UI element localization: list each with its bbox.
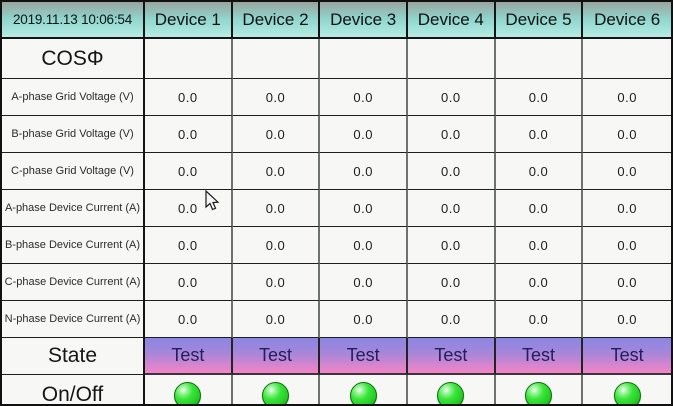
row-label: A-phase Grid Voltage (V) (2, 79, 145, 116)
cos-value-cell (232, 39, 321, 79)
value-cell: 0.0 (232, 227, 321, 264)
state-cell-device-1[interactable]: Test (145, 338, 233, 375)
timestamp: 2019.11.13 10:06:54 (2, 2, 145, 39)
green-circle-icon[interactable] (174, 381, 202, 404)
cos-value-cell (407, 39, 496, 79)
cos-value-cell (495, 39, 584, 79)
table-row: C-phase Device Current (A) 0.0 0.0 0.0 0… (2, 264, 671, 301)
cos-value-cell (583, 39, 671, 79)
value-cell: 0.0 (407, 301, 496, 338)
onoff-label: On/Off (2, 375, 145, 404)
table-row: N-phase Device Current (A) 0.0 0.0 0.0 0… (2, 301, 671, 338)
onoff-cell-device-1 (145, 375, 233, 404)
state-label: State (2, 338, 145, 375)
value-cell: 0.0 (232, 301, 321, 338)
green-circle-icon[interactable] (349, 381, 377, 404)
state-cell-device-6[interactable]: Test (583, 338, 671, 375)
value-cell: 0.0 (145, 153, 233, 190)
table-row: B-phase Grid Voltage (V) 0.0 0.0 0.0 0.0… (2, 116, 671, 153)
cos-value-cell (145, 39, 233, 79)
table-row: A-phase Grid Voltage (V) 0.0 0.0 0.0 0.0… (2, 79, 671, 116)
value-cell: 0.0 (145, 264, 233, 301)
onoff-cell-device-5 (495, 375, 584, 404)
device-header-3: Device 3 (320, 2, 408, 39)
row-label: A-phase Device Current (A) (2, 190, 145, 227)
value-cell: 0.0 (583, 153, 671, 190)
state-row: State Test Test Test Test Test Test (2, 338, 671, 375)
value-cell: 0.0 (495, 190, 584, 227)
state-cell-device-5[interactable]: Test (495, 338, 584, 375)
value-cell: 0.0 (320, 264, 408, 301)
green-circle-icon[interactable] (613, 381, 641, 404)
value-cell: 0.0 (407, 227, 496, 264)
device-header-6: Device 6 (583, 2, 671, 39)
value-cell: 0.0 (407, 116, 496, 153)
row-label: B-phase Device Current (A) (2, 227, 145, 264)
row-label: C-phase Grid Voltage (V) (2, 153, 145, 190)
onoff-cell-device-4 (407, 375, 496, 404)
value-cell: 0.0 (495, 153, 584, 190)
onoff-row: On/Off (2, 375, 671, 404)
value-cell: 0.0 (145, 301, 233, 338)
value-cell: 0.0 (583, 190, 671, 227)
value-cell: 0.0 (145, 79, 233, 116)
header-row: 2019.11.13 10:06:54 Device 1 Device 2 De… (2, 2, 671, 39)
value-cell: 0.0 (495, 227, 584, 264)
value-cell: 0.0 (495, 116, 584, 153)
cos-value-cell (320, 39, 408, 79)
value-cell: 0.0 (232, 264, 321, 301)
green-circle-icon[interactable] (261, 381, 289, 404)
device-header-5: Device 5 (495, 2, 584, 39)
value-cell: 0.0 (232, 153, 321, 190)
value-cell: 0.0 (320, 79, 408, 116)
green-circle-icon[interactable] (524, 381, 552, 404)
table-row: C-phase Grid Voltage (V) 0.0 0.0 0.0 0.0… (2, 153, 671, 190)
state-cell-device-4[interactable]: Test (407, 338, 496, 375)
value-cell: 0.0 (320, 116, 408, 153)
value-cell: 0.0 (320, 190, 408, 227)
value-cell: 0.0 (495, 301, 584, 338)
value-cell: 0.0 (320, 301, 408, 338)
value-cell: 0.0 (145, 116, 233, 153)
cos-row: COSΦ (2, 39, 671, 79)
row-label: C-phase Device Current (A) (2, 264, 145, 301)
value-cell: 0.0 (495, 79, 584, 116)
value-cell: 0.0 (583, 227, 671, 264)
device-header-2: Device 2 (232, 2, 321, 39)
value-cell: 0.0 (583, 79, 671, 116)
value-cell: 0.0 (407, 153, 496, 190)
value-cell: 0.0 (583, 264, 671, 301)
value-cell: 0.0 (145, 190, 233, 227)
row-label: N-phase Device Current (A) (2, 301, 145, 338)
state-cell-device-3[interactable]: Test (320, 338, 408, 375)
device-header-4: Device 4 (407, 2, 496, 39)
value-cell: 0.0 (320, 153, 408, 190)
state-cell-device-2[interactable]: Test (232, 338, 321, 375)
green-circle-icon[interactable] (437, 381, 465, 404)
onoff-cell-device-2 (232, 375, 321, 404)
value-cell: 0.0 (583, 116, 671, 153)
value-cell: 0.0 (232, 190, 321, 227)
onoff-cell-device-6 (583, 375, 671, 404)
row-label: B-phase Grid Voltage (V) (2, 116, 145, 153)
value-cell: 0.0 (145, 227, 233, 264)
device-header-1: Device 1 (145, 2, 233, 39)
value-cell: 0.0 (232, 79, 321, 116)
cos-label: COSΦ (2, 39, 145, 79)
value-cell: 0.0 (232, 116, 321, 153)
value-cell: 0.0 (407, 79, 496, 116)
value-cell: 0.0 (407, 190, 496, 227)
value-cell: 0.0 (407, 264, 496, 301)
value-cell: 0.0 (320, 227, 408, 264)
onoff-cell-device-3 (320, 375, 408, 404)
value-cell: 0.0 (495, 264, 584, 301)
table-row: B-phase Device Current (A) 0.0 0.0 0.0 0… (2, 227, 671, 264)
table-row: A-phase Device Current (A) 0.0 0.0 0.0 0… (2, 190, 671, 227)
value-cell: 0.0 (583, 301, 671, 338)
